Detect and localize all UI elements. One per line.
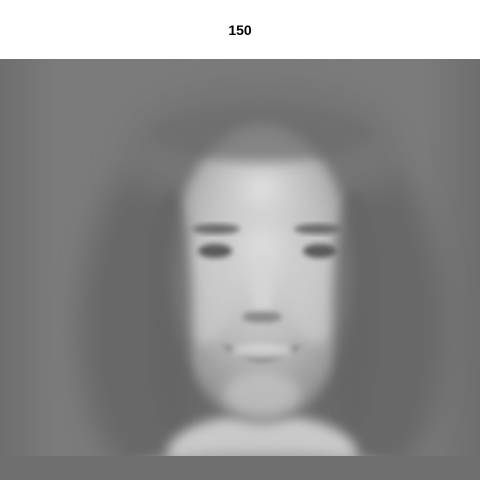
eyebrows — [192, 224, 342, 234]
bottom-band — [0, 456, 480, 480]
chin — [224, 372, 300, 416]
nose — [242, 249, 282, 325]
mouth — [222, 344, 302, 361]
figure-title: 150 — [228, 22, 252, 38]
hair-strands — [148, 106, 377, 429]
eyes — [198, 244, 337, 258]
face-image-svg — [0, 59, 480, 480]
face-image — [0, 59, 480, 480]
